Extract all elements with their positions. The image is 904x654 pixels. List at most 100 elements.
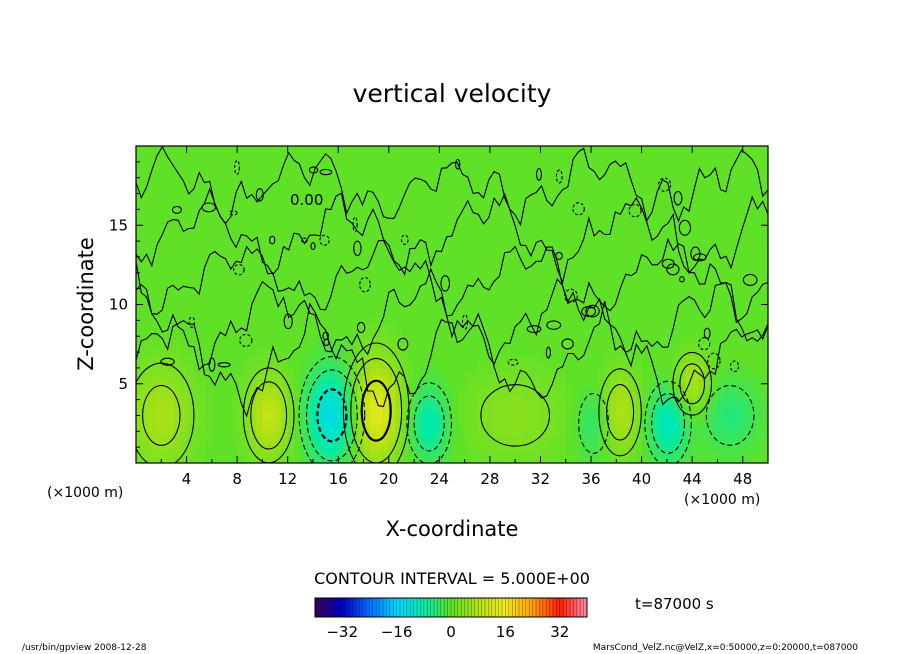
heatmap-cell: [142, 405, 150, 413]
heatmap-cell: [635, 443, 643, 451]
heatmap-cell: [395, 374, 403, 382]
contour-eddy: [585, 304, 600, 318]
heatmap-cell: [237, 412, 245, 420]
heatmap-cell: [610, 399, 617, 407]
heatmap-cell: [515, 386, 523, 394]
contour-eddy: [160, 357, 175, 366]
heatmap-cell: [199, 399, 207, 407]
heatmap-cell: [616, 405, 624, 413]
x-tick-label: 20: [379, 470, 398, 488]
colorbar-swatch: [335, 598, 340, 617]
heatmap-cell: [426, 450, 434, 458]
heatmap-cell: [755, 386, 763, 394]
heatmap-cell: [749, 437, 756, 445]
heatmap-cell: [654, 450, 662, 458]
heatmap-cell: [376, 380, 384, 388]
heatmap-cell: [136, 386, 143, 394]
heatmap-cell: [704, 431, 712, 439]
heatmap-cell: [262, 431, 270, 439]
heatmap-cell: [154, 418, 162, 426]
heatmap-cell: [464, 418, 472, 426]
heatmap-cell: [161, 412, 169, 420]
heatmap-cell: [673, 443, 681, 451]
heatmap-cell: [338, 348, 346, 356]
heatmap-cell: [654, 367, 662, 375]
heatmap-cell: [192, 443, 200, 451]
heatmap-cell: [395, 348, 403, 356]
heatmap-cell: [666, 431, 674, 439]
heatmap-cell: [470, 386, 478, 394]
heatmap-cell: [275, 386, 282, 394]
heatmap-cell: [148, 355, 156, 363]
contour-eddy: [693, 253, 707, 262]
heatmap-cell: [540, 450, 548, 458]
heatmap-cell: [249, 380, 257, 388]
heatmap-cell: [546, 393, 554, 401]
heatmap-cell: [723, 393, 731, 401]
heatmap-cell: [287, 405, 295, 413]
contour-eddy: [536, 168, 542, 181]
heatmap-cell: [742, 443, 750, 451]
heatmap-cell: [205, 399, 213, 407]
heatmap-cell: [749, 450, 756, 458]
contour-interval-text: CONTOUR INTERVAL = 5.000E+00: [314, 569, 590, 588]
heatmap-cell: [458, 386, 466, 394]
heatmap-cell: [439, 456, 447, 463]
heatmap-cell: [635, 418, 643, 426]
heatmap-cell: [180, 355, 188, 363]
x-tick-label: 40: [632, 470, 651, 488]
heatmap-cell: [136, 355, 143, 363]
heatmap-cell: [256, 361, 263, 369]
contour-zero-line: [136, 267, 768, 371]
heatmap-cell: [338, 424, 346, 432]
contour-eddy: [507, 358, 519, 366]
heatmap-cell: [660, 456, 668, 463]
heatmap-cell: [711, 450, 719, 458]
heatmap-cell: [546, 450, 554, 458]
heatmap-cell: [521, 393, 529, 401]
heatmap-cell: [331, 361, 339, 369]
contour-ring: [672, 351, 713, 416]
heatmap-cell: [407, 399, 415, 407]
heatmap-cell: [142, 393, 150, 401]
heatmap-cell: [268, 456, 276, 463]
heatmap-cell: [382, 405, 390, 413]
heatmap-cell: [508, 399, 516, 407]
heatmap-cell: [628, 386, 636, 394]
contour-eddy: [353, 240, 362, 257]
heatmap-cell: [508, 380, 516, 388]
heatmap-cell: [180, 456, 188, 463]
heatmap-cell: [572, 437, 579, 445]
heatmap-cell: [647, 399, 655, 407]
heatmap-cell: [237, 450, 245, 458]
heatmap-cell: [736, 418, 744, 426]
heatmap-cell: [546, 386, 554, 394]
heatmap-cell: [616, 450, 624, 458]
heatmap-cell: [426, 393, 434, 401]
heatmap-cell: [281, 431, 289, 439]
heatmap-cell: [755, 380, 763, 388]
heatmap-cell: [616, 443, 624, 451]
heatmap-cell: [546, 443, 554, 451]
heatmap-cell: [515, 355, 523, 363]
heatmap-cell: [161, 437, 169, 445]
colorbar-swatch: [325, 598, 329, 617]
heatmap-cell: [723, 374, 731, 382]
heatmap-cell: [508, 418, 516, 426]
heatmap-cell: [407, 431, 415, 439]
heatmap-cell: [426, 456, 434, 463]
heatmap-cell: [736, 424, 744, 432]
heatmap-cell: [723, 367, 731, 375]
heatmap-cell: [603, 424, 611, 432]
heatmap-cell: [584, 431, 592, 439]
heatmap-cell: [256, 348, 263, 356]
heatmap-cell: [717, 437, 725, 445]
heatmap-cell: [237, 380, 245, 388]
heatmap-cell: [154, 342, 162, 350]
heatmap-cell: [502, 367, 510, 375]
heatmap-cell: [388, 424, 396, 432]
heatmap-cell: [426, 431, 434, 439]
heatmap-cell: [445, 412, 453, 420]
heatmap-cell: [730, 386, 737, 394]
